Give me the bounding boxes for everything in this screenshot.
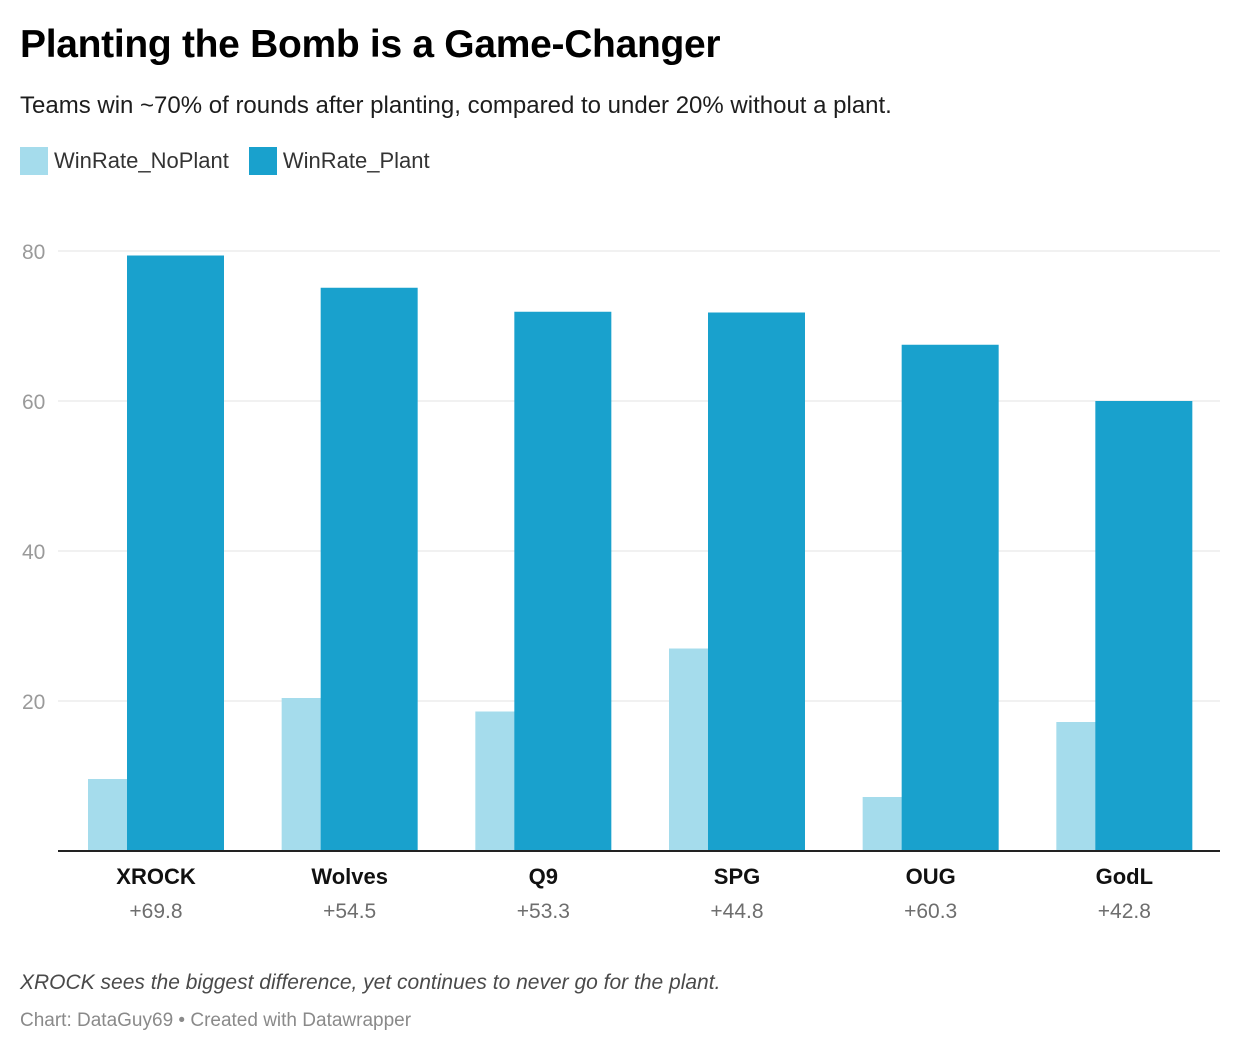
bar-plant-q9 bbox=[514, 311, 612, 851]
chart-credit: Chart: DataGuy69 • Created with Datawrap… bbox=[20, 1010, 412, 1031]
bar-plant-godl bbox=[1095, 401, 1193, 851]
legend-item-noplant: WinRate_NoPlant bbox=[20, 146, 229, 176]
bar-noplant-xrock bbox=[88, 779, 128, 851]
legend-label-noplant: WinRate_NoPlant bbox=[54, 148, 229, 173]
legend-label-plant: WinRate_Plant bbox=[282, 148, 430, 173]
x-category-sublabel: +44.8 bbox=[710, 900, 763, 923]
bar-plant-spg bbox=[708, 312, 805, 851]
bar-noplant-q9 bbox=[475, 711, 516, 851]
x-category-label: XROCK bbox=[116, 864, 196, 889]
bar-noplant-wolves bbox=[281, 698, 322, 851]
bar-noplant-godl bbox=[1056, 722, 1097, 851]
x-category-sublabel: +53.3 bbox=[517, 900, 570, 923]
chart-title: Planting the Bomb is a Game-Changer bbox=[20, 23, 721, 66]
x-category-sublabel: +42.8 bbox=[1098, 900, 1151, 923]
chart-subtitle: Teams win ~70% of rounds after planting,… bbox=[20, 92, 892, 119]
legend-swatch-noplant bbox=[20, 147, 48, 175]
legend-item-plant: WinRate_Plant bbox=[248, 146, 430, 176]
x-category-sublabel: +60.3 bbox=[904, 900, 957, 923]
chart-note: XROCK sees the biggest difference, yet c… bbox=[20, 971, 721, 994]
legend-swatch-plant bbox=[248, 147, 277, 175]
y-tick-label: 20 bbox=[22, 691, 45, 714]
y-tick-label: 40 bbox=[22, 541, 45, 564]
x-category-label: OUG bbox=[906, 864, 956, 889]
x-category-label: SPG bbox=[714, 864, 760, 889]
bar-chart: 20 40 60 80 XROCK +69.8 Wolves +54.5 Q9 +53.3 SPG +… bbox=[22, 241, 1220, 923]
bar-plant-wolves bbox=[320, 287, 418, 851]
x-category-label: Q9 bbox=[529, 864, 558, 889]
x-category-sublabel: +69.8 bbox=[129, 900, 182, 923]
y-tick-label: 60 bbox=[22, 391, 45, 414]
bar-noplant-spg bbox=[669, 648, 709, 851]
bar-noplant-oug bbox=[862, 797, 903, 851]
chart-legend: WinRate_NoPlant WinRate_Plant bbox=[20, 146, 450, 176]
x-category-label: GodL bbox=[1096, 864, 1153, 889]
y-tick-label: 80 bbox=[22, 241, 45, 264]
bar-plant-oug bbox=[901, 344, 999, 851]
x-category-sublabel: +54.5 bbox=[323, 900, 376, 923]
x-category-label: Wolves bbox=[311, 864, 388, 889]
bar-plant-xrock bbox=[127, 255, 224, 851]
